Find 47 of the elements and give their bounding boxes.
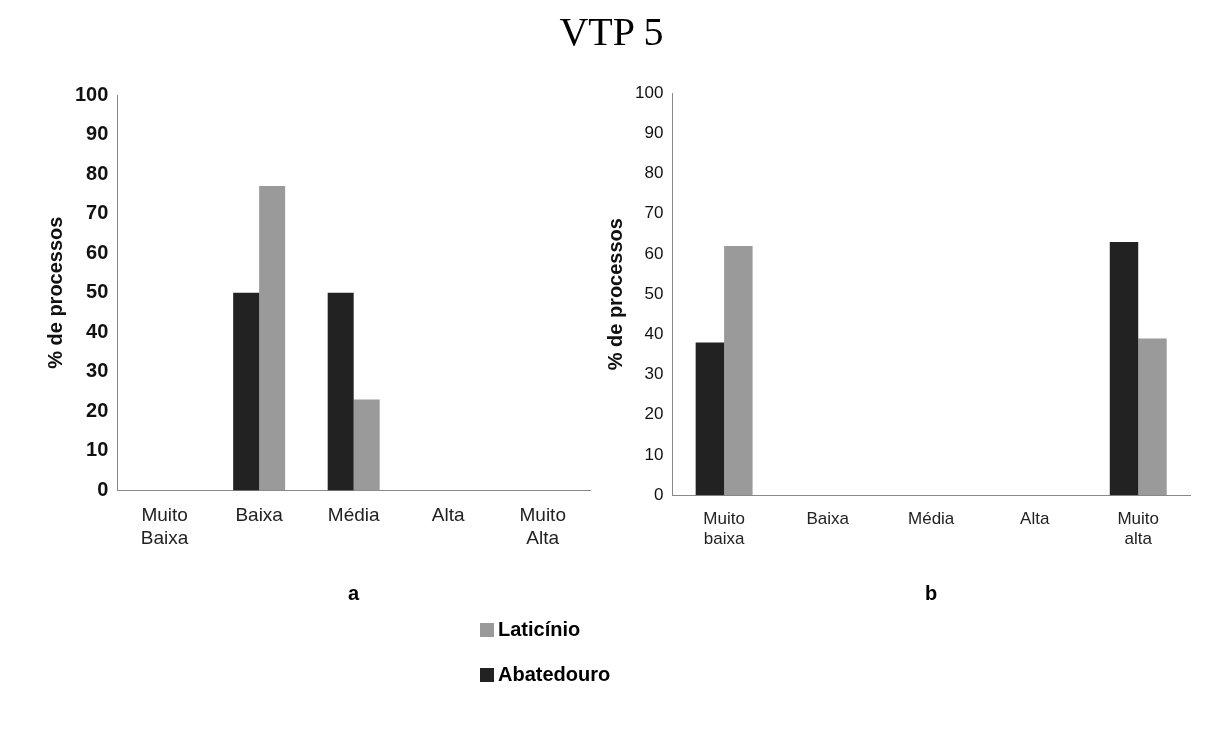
x-tick-label: Alta <box>431 504 466 526</box>
chart-title: VTP 5 <box>558 8 665 55</box>
y-tick-label: 70 <box>644 203 664 223</box>
x-tick-label: Baixa <box>806 509 850 529</box>
y-axis-title: % de processos <box>603 218 626 371</box>
legend-label: Laticínio <box>498 618 581 641</box>
x-tick-label: Muito alta <box>1117 509 1160 549</box>
y-tick-label: 90 <box>86 122 109 145</box>
y-tick-label: 50 <box>644 283 664 303</box>
y-tick-label: 100 <box>74 82 109 105</box>
bar <box>327 292 354 491</box>
bar <box>233 292 260 491</box>
y-tick-label: 30 <box>644 364 664 384</box>
y-tick-label: 80 <box>644 163 664 183</box>
y-tick-label: 90 <box>644 123 664 143</box>
x-axis-title: b <box>925 581 938 604</box>
bar <box>695 342 725 496</box>
y-axis-title: % de processos <box>43 216 66 369</box>
y-tick-label: 20 <box>644 404 664 424</box>
legend-label: Abatedouro <box>498 663 611 686</box>
y-tick-label: 10 <box>644 444 664 464</box>
y-tick-label: 10 <box>86 438 109 461</box>
y-tick-label: 0 <box>97 477 109 500</box>
y-tick-label: 70 <box>86 201 109 224</box>
y-tick-label: 30 <box>86 359 109 382</box>
y-tick-label: 20 <box>86 398 109 421</box>
x-axis-title: a <box>348 581 361 604</box>
y-tick-label: 60 <box>644 243 664 263</box>
y-tick-label: 100 <box>634 82 664 102</box>
x-tick-label: Muito baixa <box>703 509 745 549</box>
bar <box>1138 338 1167 496</box>
bar <box>1109 241 1139 496</box>
x-tick-label: Muito Baixa <box>140 504 189 548</box>
x-tick-label: Alta <box>1020 509 1050 529</box>
x-tick-label: Muito Alta <box>519 504 566 548</box>
y-tick-label: 60 <box>86 240 109 263</box>
bar <box>724 245 753 496</box>
x-tick-label: Baixa <box>235 504 284 526</box>
x-tick-label: Média <box>908 509 955 529</box>
y-tick-label: 40 <box>644 324 664 344</box>
y-tick-label: 50 <box>86 280 109 303</box>
y-tick-label: 0 <box>653 484 664 504</box>
x-tick-label: Média <box>327 504 380 526</box>
y-tick-label: 40 <box>86 319 109 342</box>
y-tick-label: 80 <box>86 161 109 184</box>
bar <box>259 185 286 491</box>
bar <box>353 399 380 491</box>
